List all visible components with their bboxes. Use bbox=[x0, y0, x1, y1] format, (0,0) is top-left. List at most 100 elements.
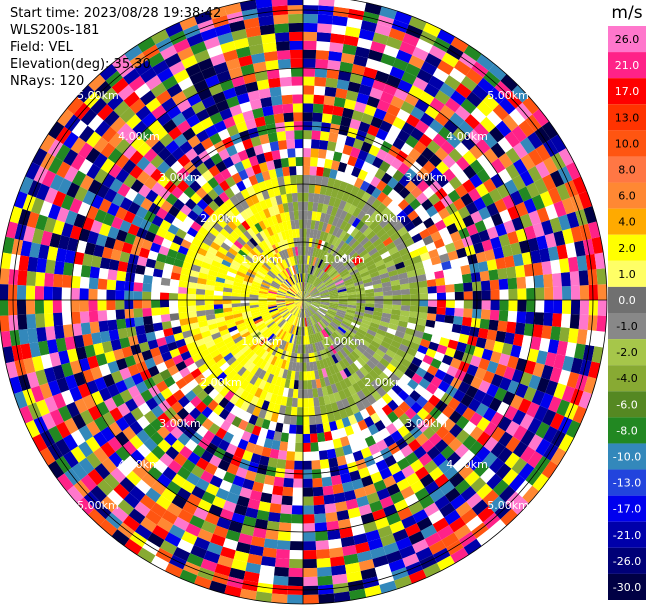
gate bbox=[462, 214, 475, 228]
gate bbox=[316, 202, 324, 213]
gate bbox=[518, 239, 531, 254]
gate bbox=[321, 113, 333, 124]
gate bbox=[317, 148, 327, 159]
gate bbox=[407, 226, 420, 238]
gate bbox=[323, 95, 336, 106]
gate bbox=[379, 232, 390, 243]
gate bbox=[463, 45, 482, 62]
gate bbox=[380, 276, 391, 284]
gate bbox=[398, 247, 410, 257]
gate bbox=[413, 261, 424, 270]
gate bbox=[398, 187, 411, 199]
gate bbox=[505, 147, 521, 164]
gate bbox=[390, 251, 402, 260]
gate bbox=[508, 288, 518, 300]
gate bbox=[374, 213, 386, 225]
gate bbox=[372, 156, 384, 169]
gate bbox=[303, 295, 312, 300]
gate bbox=[490, 212, 504, 227]
gate bbox=[399, 277, 409, 285]
gate bbox=[449, 112, 465, 128]
gate bbox=[541, 174, 557, 191]
gate bbox=[392, 294, 402, 300]
gate bbox=[314, 257, 320, 267]
gate bbox=[326, 68, 340, 80]
gate bbox=[329, 42, 344, 53]
gate bbox=[305, 264, 309, 274]
gate bbox=[469, 159, 484, 174]
gate bbox=[345, 90, 359, 102]
gate bbox=[316, 283, 325, 290]
gate bbox=[362, 11, 380, 24]
gate bbox=[335, 208, 344, 219]
gate bbox=[407, 209, 419, 222]
gate bbox=[347, 174, 358, 186]
gate bbox=[325, 233, 333, 243]
gate bbox=[430, 212, 443, 224]
start-time-label: Start time: 2023/08/28 19:38:42 bbox=[10, 6, 222, 21]
instrument-label: WLS200s-181 bbox=[10, 23, 100, 38]
gate bbox=[309, 288, 317, 295]
gate bbox=[320, 295, 330, 299]
gate bbox=[333, 96, 346, 108]
gate bbox=[486, 202, 500, 217]
gate bbox=[562, 228, 575, 245]
gate bbox=[364, 259, 375, 268]
gate bbox=[319, 290, 329, 295]
gate bbox=[303, 292, 308, 300]
gate bbox=[347, 297, 357, 300]
gate bbox=[405, 135, 419, 149]
gate bbox=[356, 210, 367, 221]
gate bbox=[383, 152, 396, 166]
gate bbox=[364, 288, 375, 294]
gate bbox=[536, 207, 550, 223]
gate bbox=[392, 57, 409, 72]
gate bbox=[311, 298, 321, 300]
colorbar-tick-label: -1.0 bbox=[616, 320, 637, 333]
gate bbox=[561, 197, 576, 215]
gate bbox=[409, 198, 422, 210]
gate bbox=[534, 178, 549, 195]
gate bbox=[478, 206, 491, 220]
gate bbox=[325, 186, 334, 197]
gate bbox=[547, 246, 560, 261]
gate bbox=[450, 36, 469, 53]
gate bbox=[396, 129, 411, 143]
gate bbox=[450, 90, 467, 106]
gate bbox=[478, 229, 491, 242]
gate bbox=[370, 251, 381, 260]
gate bbox=[404, 167, 417, 181]
gate bbox=[470, 107, 487, 123]
gate bbox=[532, 262, 544, 276]
gate bbox=[400, 215, 412, 227]
gate bbox=[488, 63, 507, 81]
gate bbox=[374, 291, 384, 297]
gate bbox=[303, 295, 311, 300]
gate bbox=[524, 225, 537, 240]
gate bbox=[370, 40, 386, 54]
gate bbox=[340, 153, 350, 164]
gate bbox=[303, 255, 306, 265]
gate bbox=[303, 296, 312, 300]
gate bbox=[541, 219, 554, 236]
gate bbox=[507, 277, 518, 290]
gate bbox=[359, 236, 370, 247]
gate bbox=[327, 59, 341, 71]
gate bbox=[417, 280, 428, 288]
gate bbox=[309, 247, 315, 257]
gate bbox=[567, 256, 579, 272]
gate bbox=[426, 279, 437, 287]
gate bbox=[349, 252, 359, 261]
gate bbox=[303, 156, 311, 167]
gate bbox=[393, 221, 405, 232]
gate bbox=[377, 246, 389, 256]
gate bbox=[303, 282, 305, 292]
gate bbox=[369, 234, 380, 244]
gate bbox=[337, 266, 347, 274]
gate bbox=[512, 158, 528, 175]
gate bbox=[476, 153, 492, 169]
gate bbox=[490, 173, 505, 189]
gate bbox=[356, 246, 366, 255]
gate bbox=[322, 231, 329, 242]
gate bbox=[453, 274, 464, 285]
